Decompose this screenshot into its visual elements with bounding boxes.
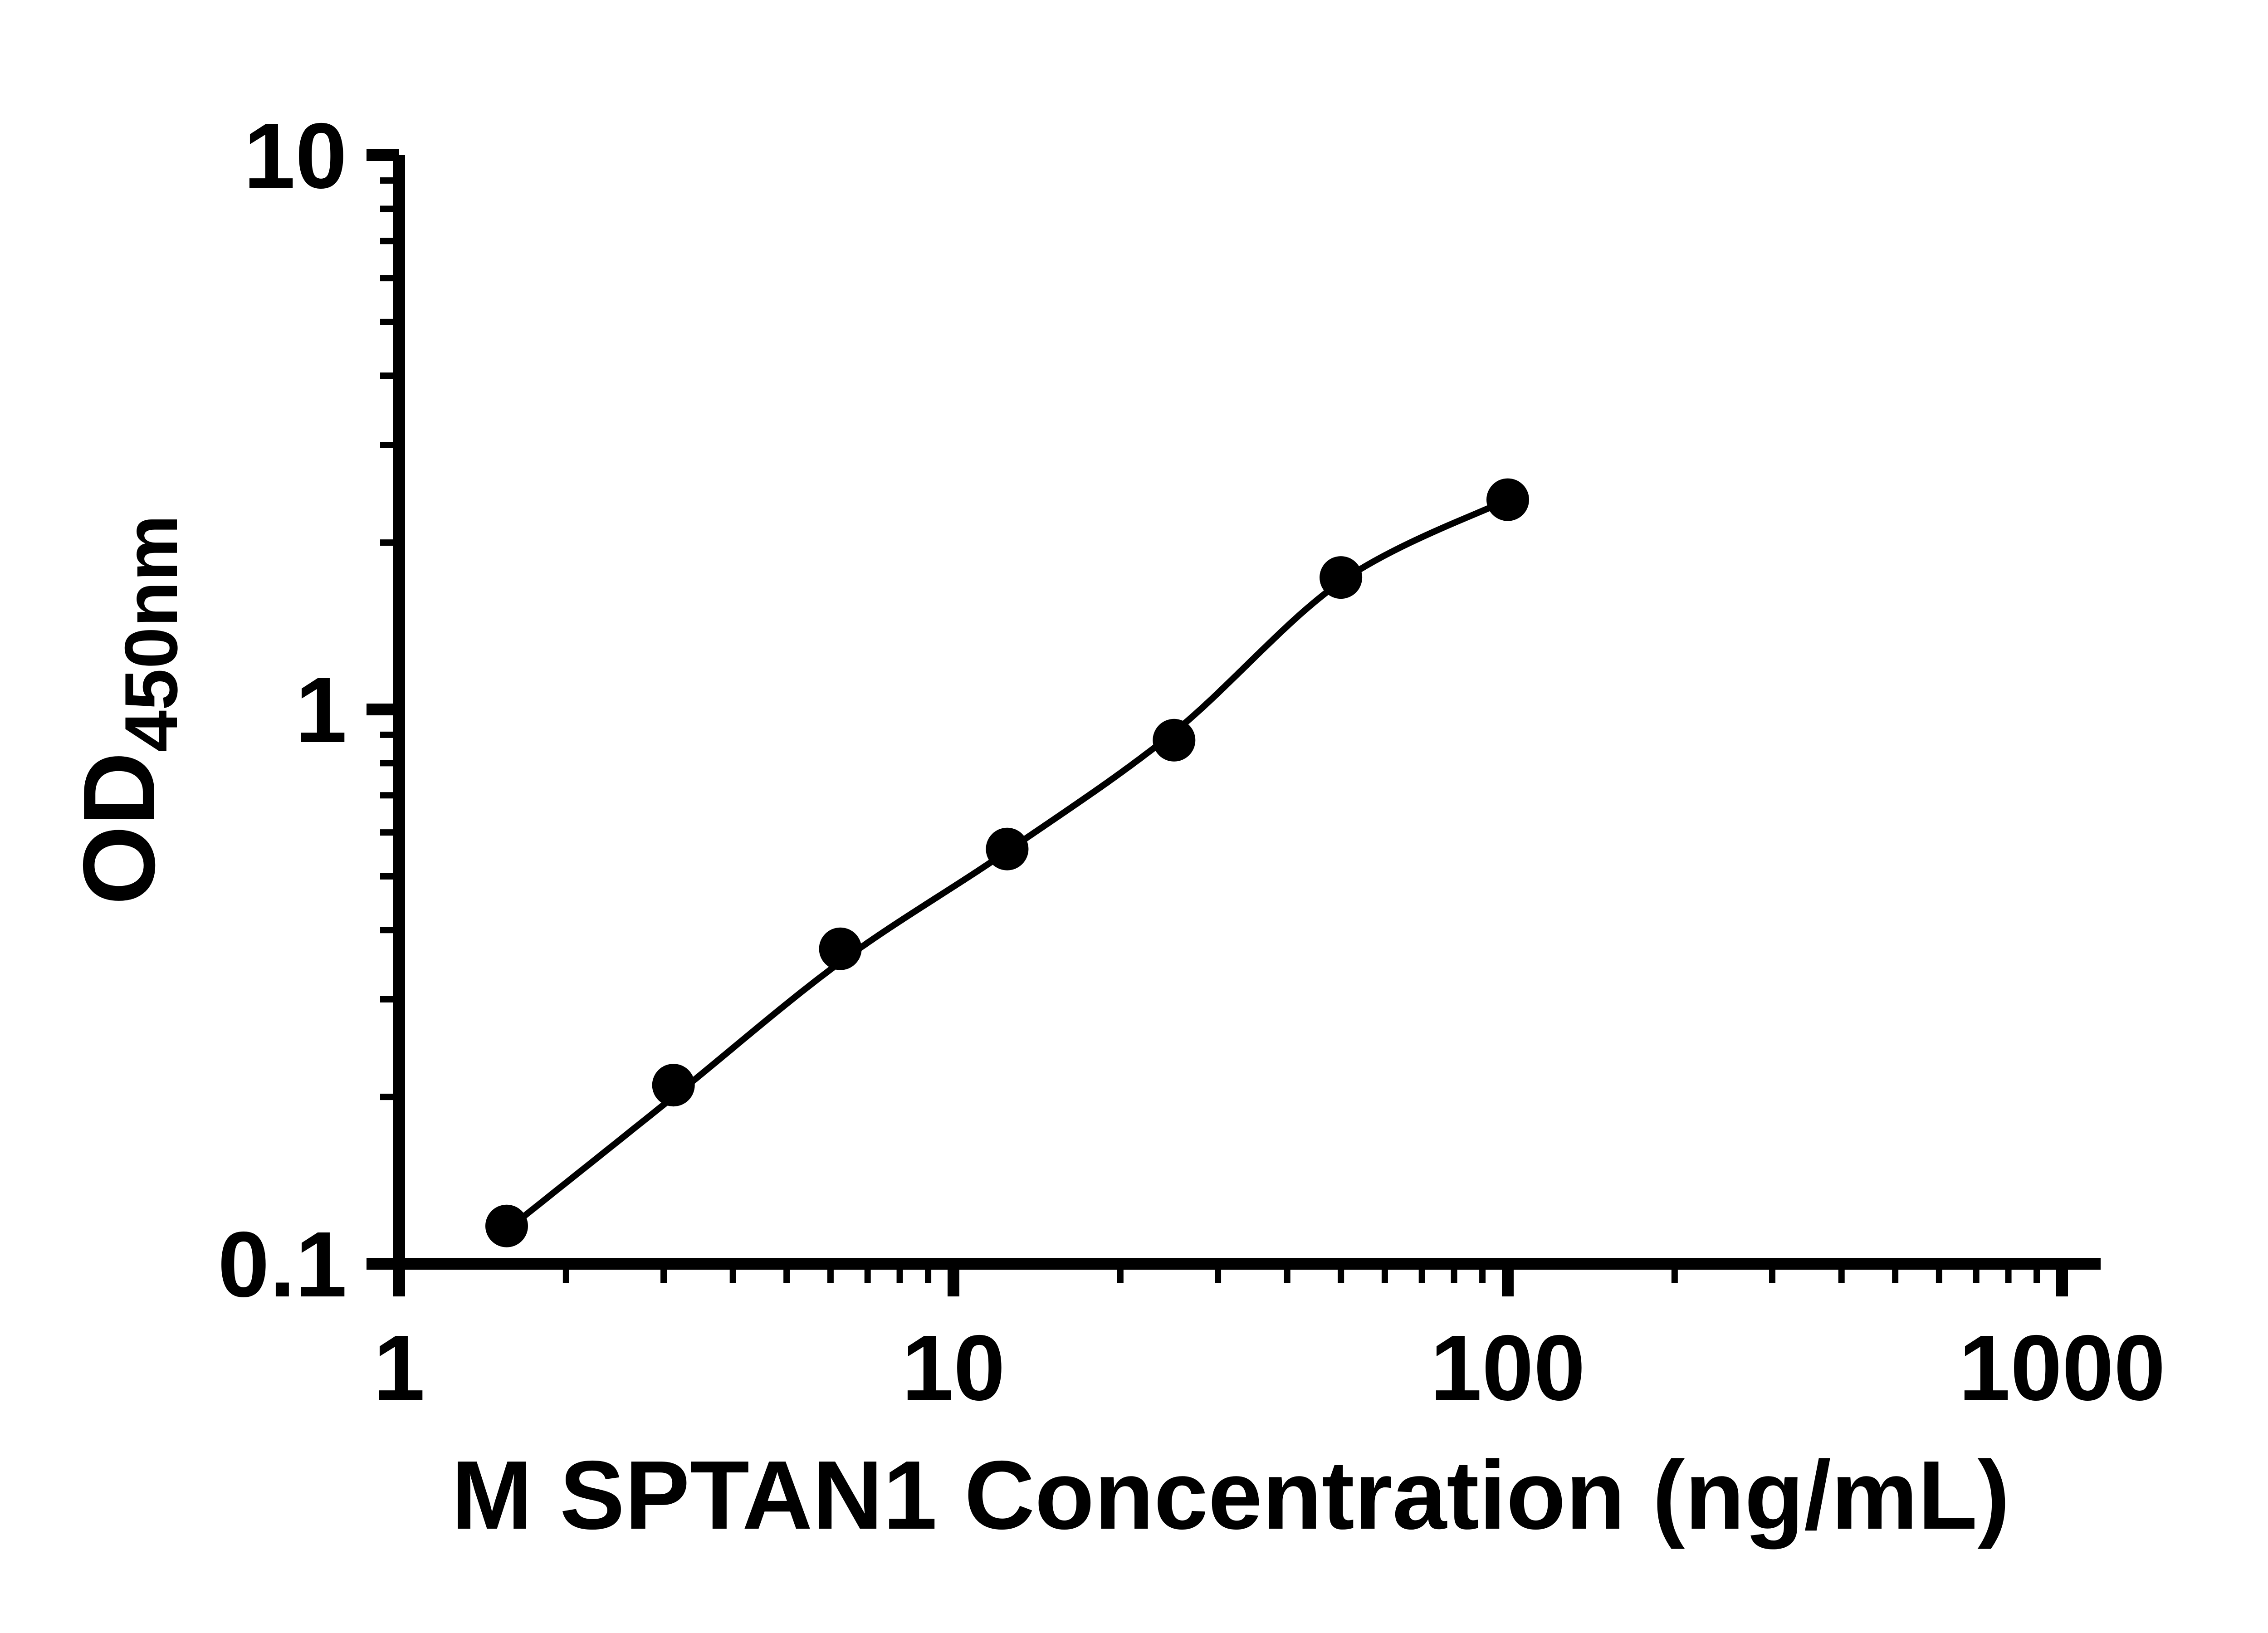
data-point [652, 1064, 695, 1107]
data-series [485, 478, 1529, 1247]
y-tick-label: 0.1 [218, 1213, 347, 1316]
x-tick-label: 10 [902, 1316, 1005, 1420]
data-point [1320, 556, 1363, 599]
x-axis-tick-labels: 1 10 100 1000 [373, 1316, 2165, 1420]
x-axis-title: M SPTAN1 Concentration (ng/mL) [451, 1440, 2010, 1550]
x-tick-label: 1000 [1959, 1316, 2165, 1420]
y-axis-title-main: OD [62, 752, 176, 905]
data-point [485, 1204, 528, 1247]
y-axis-tick-labels: 0.1 1 10 [218, 104, 347, 1316]
y-axis-title-subscript: 450nm [109, 515, 193, 752]
y-axis-title: OD450nm [62, 515, 193, 905]
data-point [1153, 719, 1196, 762]
data-point [986, 827, 1029, 870]
y-tick-label: 10 [244, 104, 347, 208]
x-tick-label: 100 [1430, 1316, 1585, 1420]
x-tick-label: 1 [373, 1316, 425, 1420]
y-tick-label: 1 [295, 658, 347, 762]
axes [367, 149, 2101, 1296]
data-point [819, 927, 862, 970]
data-point [1486, 478, 1529, 521]
